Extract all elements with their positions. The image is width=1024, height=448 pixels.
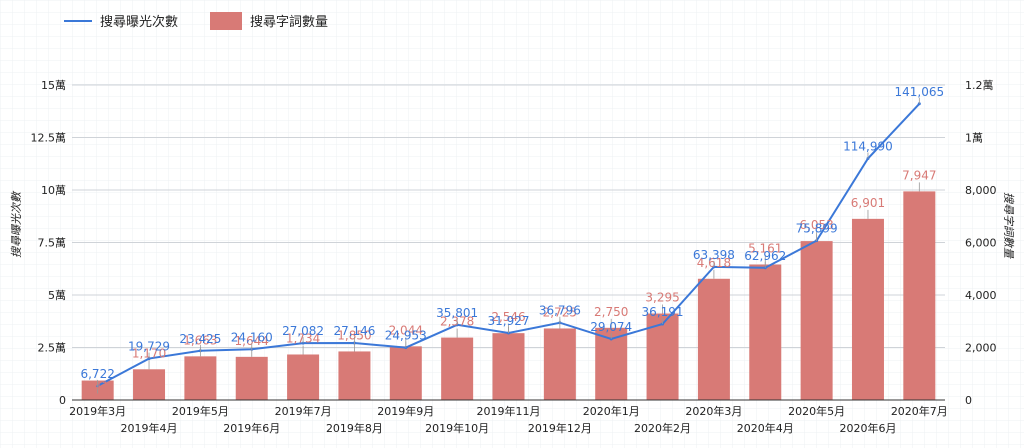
line-value-label: 6,722 (80, 367, 114, 381)
x-tick-label: 2019年7月 (275, 404, 332, 418)
bar (441, 337, 474, 400)
x-tick-label: 2020年1月 (583, 404, 640, 418)
bar-value-label: 1,663 (183, 333, 217, 347)
bar (287, 354, 320, 400)
bar-value-label: 741 (86, 380, 109, 394)
line-value-label: 29,074 (590, 320, 632, 334)
legend-line-label: 搜尋曝光次數 (100, 14, 178, 30)
bar (492, 333, 525, 400)
line-value-label: 27,146 (333, 324, 375, 338)
bar (184, 356, 217, 400)
left-tick-label: 12.5萬 (31, 132, 67, 145)
line-value-label: 36,796 (539, 304, 581, 318)
x-tick-label: 2019年5月 (172, 404, 229, 418)
legend-bar-label: 搜尋字詞數量 (250, 15, 328, 30)
x-tick-label: 2019年4月 (121, 421, 178, 435)
right-tick-label: 6,000 (965, 237, 997, 250)
right-tick-label: 1.2萬 (965, 79, 994, 92)
right-tick-label: 8,000 (965, 184, 997, 197)
x-tick-label: 2019年12月 (528, 421, 592, 435)
right-tick-label: 4,000 (965, 289, 997, 302)
line-value-label: 141,065 (895, 85, 945, 99)
bar-value-label: 6,053 (799, 218, 833, 232)
bar (133, 369, 166, 400)
left-tick-label: 7.5萬 (38, 237, 67, 250)
bar (903, 191, 936, 400)
line-value-label: 36,191 (642, 305, 684, 319)
right-tick-label: 0 (965, 394, 972, 407)
x-tick-label: 2020年3月 (685, 404, 742, 418)
line-value-label: 75,899 (796, 222, 838, 236)
legend-bar-swatch (210, 12, 242, 30)
left-tick-label: 2.5萬 (38, 342, 67, 355)
x-tick-label: 2020年2月 (634, 421, 691, 435)
left-tick-label: 5萬 (48, 289, 66, 302)
line-value-label: 62,962 (744, 249, 786, 263)
x-tick-label: 2019年6月 (223, 421, 280, 435)
line-value-label: 24,160 (231, 330, 273, 344)
left-axis-title: 搜尋曝光次數 (10, 190, 23, 258)
x-tick-label: 2019年3月 (69, 404, 126, 418)
bar (697, 278, 730, 400)
x-tick-label: 2019年11月 (477, 404, 541, 418)
bar (851, 218, 884, 400)
bar (338, 351, 371, 400)
left-tick-label: 15萬 (41, 79, 66, 92)
line-value-label: 31,927 (488, 314, 530, 328)
x-tick-label: 2020年4月 (737, 421, 794, 435)
right-tick-label: 1萬 (965, 132, 983, 145)
x-tick-label: 2020年5月 (788, 404, 845, 418)
x-tick-label: 2020年6月 (839, 421, 896, 435)
line-value-label: 35,801 (436, 306, 478, 320)
bar (800, 241, 833, 400)
bar-value-label: 2,044 (389, 323, 423, 337)
axes: 0 2.5萬 5萬 7.5萬 10萬 12.5萬 15萬 0 2,000 4,000 6,000 8,… (31, 79, 997, 435)
bar (389, 346, 422, 400)
line-value-label: 19,729 (128, 340, 170, 354)
bar-value-label: 7,947 (902, 168, 936, 182)
left-tick-label: 10萬 (41, 184, 66, 197)
bar (749, 264, 782, 400)
bar-series (81, 191, 936, 400)
bar-value-label: 6,901 (851, 196, 885, 210)
left-tick-label: 0 (59, 394, 66, 407)
x-tick-label: 2020年7月 (891, 404, 948, 418)
bar-value-label: 1,644 (235, 334, 269, 348)
legend: 搜尋曝光次數 搜尋字詞數量 (64, 12, 328, 30)
bar (235, 356, 268, 400)
line-value-label: 114,990 (843, 140, 893, 154)
right-axis-title: 搜尋字詞數量 (1002, 192, 1015, 259)
line-value-label: 27,082 (282, 324, 324, 338)
bar-value-label: 1,850 (337, 328, 371, 342)
bar (543, 328, 576, 400)
bar-value-label: 2,750 (594, 305, 628, 319)
bar-value-label: 2,725 (543, 305, 577, 319)
line-value-label: 63,398 (693, 248, 735, 262)
bar-value-label: 3,295 (645, 291, 679, 305)
x-tick-label: 2019年10月 (425, 421, 489, 435)
line-value-label: 23,425 (179, 332, 221, 346)
x-tick-label: 2019年9月 (377, 404, 434, 418)
line-value-label: 24,953 (385, 329, 427, 343)
bar-value-label: 5,161 (748, 242, 782, 256)
x-tick-label: 2019年8月 (326, 421, 383, 435)
bar-value-label: 2,546 (491, 310, 525, 324)
right-tick-label: 2,000 (965, 342, 997, 355)
